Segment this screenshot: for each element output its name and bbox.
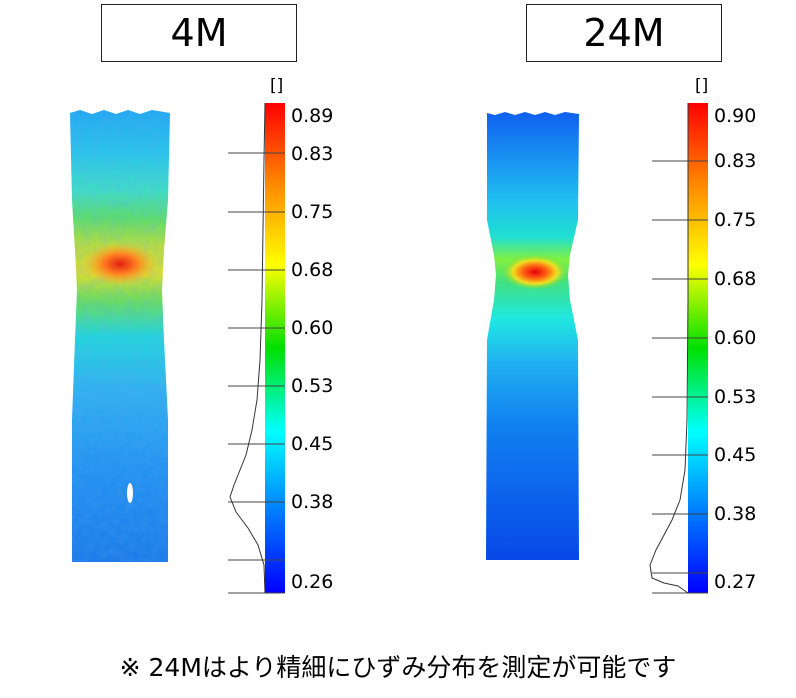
histogram-curve-4m <box>229 102 266 594</box>
missing-data-spot <box>127 483 133 503</box>
colorbar-tick-24m-5: 0.53 <box>714 386 757 408</box>
footnote: ※ 24Mはより精細にひずみ分布を測定が可能です <box>119 653 677 682</box>
panel-title-24m: 24M <box>526 4 722 62</box>
colorbar-tick-4m-1: 0.83 <box>291 143 334 165</box>
colorbar-unit-4m: [] <box>270 76 284 96</box>
specimen-24m <box>486 112 579 560</box>
colorbar-tick-4m-5: 0.53 <box>291 375 334 397</box>
colorbar-tick-24m-1: 0.83 <box>714 150 757 172</box>
colorbar-tick-24m-7: 0.38 <box>714 503 757 525</box>
colorbar-tick-4m-0: 0.89 <box>291 105 334 127</box>
colorbar-unit-24m: [] <box>695 76 709 96</box>
colorbar-tick-24m-3: 0.68 <box>714 268 757 290</box>
colorbar-tick-24m-8: 0.27 <box>714 571 757 593</box>
colorbar-tick-24m-2: 0.75 <box>714 209 757 231</box>
colorbar-tick-24m-6: 0.45 <box>714 444 757 466</box>
specimen-4m <box>70 110 170 562</box>
colorbar-tick-24m-0: 0.90 <box>714 105 757 127</box>
colorbar-tick-4m-3: 0.68 <box>291 259 334 281</box>
colorbar-tick-4m-6: 0.45 <box>291 433 334 455</box>
colorbar-tick-4m-4: 0.60 <box>291 317 334 339</box>
colorbar-tick-24m-4: 0.60 <box>714 327 757 349</box>
histogram-curve-24m <box>649 103 689 594</box>
colorbar-tick-4m-8: 0.26 <box>291 571 334 593</box>
colorbar-tick-4m-2: 0.75 <box>291 201 334 223</box>
colorbar-4m <box>228 102 285 594</box>
colorbar-24m <box>649 103 708 594</box>
panel-title-4m: 4M <box>101 4 297 62</box>
colorbar-tick-4m-7: 0.38 <box>291 491 334 513</box>
